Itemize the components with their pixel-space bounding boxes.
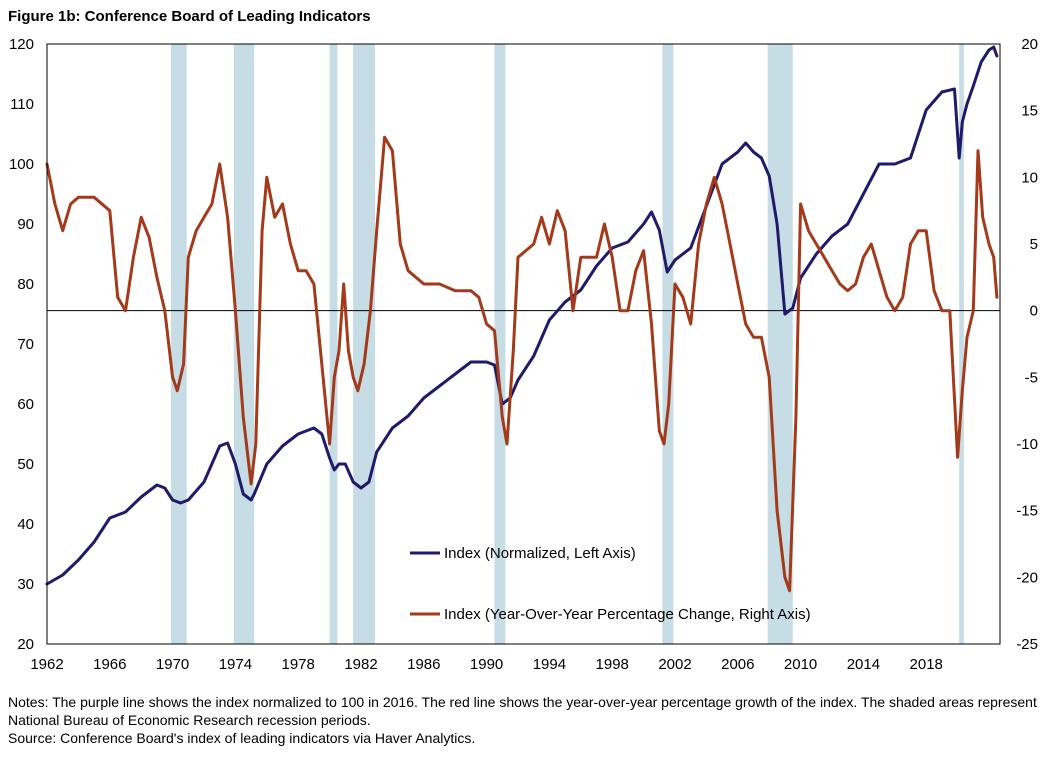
left-axis-ticks: 20 30 40 50 60 70 80 90 100 110 120: [9, 36, 34, 653]
right-axis-ticks: -25 -20 -15 -10 -5 0 5 10 15 20: [1016, 36, 1038, 653]
left-tick-label: 60: [17, 396, 34, 413]
x-tick-label: 2006: [721, 656, 754, 673]
left-tick-label: 80: [17, 276, 34, 293]
recession-bands: [171, 44, 964, 644]
yoy-line: [45, 135, 999, 593]
left-tick-label: 50: [17, 456, 34, 473]
legend-label: Index (Year-Over-Year Percentage Change,…: [444, 606, 811, 623]
right-tick-label: -5: [1025, 369, 1038, 386]
x-tick-label: 2002: [658, 656, 691, 673]
chart-title: Figure 1b: Conference Board of Leading I…: [8, 8, 371, 25]
recession-band: [353, 44, 376, 644]
left-tick-label: 20: [17, 636, 34, 653]
right-tick-label: -20: [1016, 569, 1038, 586]
left-tick-label: 70: [17, 336, 34, 353]
right-tick-label: 10: [1021, 169, 1038, 186]
right-tick-label: 20: [1021, 36, 1038, 53]
x-tick-label: 1998: [596, 656, 629, 673]
x-tick-label: 1990: [470, 656, 503, 673]
legend-label: Index (Normalized, Left Axis): [444, 545, 636, 562]
x-tick-label: 1994: [533, 656, 566, 673]
recession-band: [233, 44, 255, 644]
left-tick-label: 40: [17, 516, 34, 533]
recession-band: [767, 44, 793, 644]
x-tick-label: 1962: [30, 656, 63, 673]
left-tick-label: 30: [17, 576, 34, 593]
x-tick-label: 1986: [407, 656, 440, 673]
x-tick-label: 2014: [847, 656, 880, 673]
right-tick-label: -10: [1016, 436, 1038, 453]
x-tick-label: 2018: [910, 656, 943, 673]
x-tick-label: 1970: [156, 656, 189, 673]
x-tick-label: 1966: [93, 656, 126, 673]
left-tick-label: 120: [9, 36, 34, 53]
x-axis-ticks: 1962 1966 1970 1974 1978 1982 1986 1990 1994 1998…: [30, 656, 943, 673]
notes-block: Notes: The purple line shows the index n…: [8, 693, 1038, 747]
notes-text: Notes: The purple line shows the index n…: [8, 694, 1037, 728]
recession-band: [329, 44, 338, 644]
series-layer: [45, 45, 999, 593]
left-tick-label: 90: [17, 216, 34, 233]
right-tick-label: 15: [1021, 103, 1038, 120]
source-text: Source: Conference Board's index of lead…: [8, 730, 476, 746]
left-tick-label: 110: [10, 96, 34, 113]
plot-frame: [46, 43, 1001, 645]
right-tick-label: 0: [1030, 303, 1038, 320]
left-tick-label: 100: [9, 156, 34, 173]
x-tick-label: 2010: [784, 656, 817, 673]
right-tick-label: -25: [1016, 636, 1038, 653]
legend: Index (Normalized, Left Axis) Index (Year…: [410, 545, 811, 623]
x-tick-label: 1982: [344, 656, 377, 673]
recession-band: [959, 44, 964, 644]
x-tick-label: 1974: [219, 656, 252, 673]
x-tick-label: 1978: [282, 656, 315, 673]
right-tick-label: 5: [1030, 236, 1038, 253]
right-tick-label: -15: [1016, 503, 1038, 520]
recession-band: [171, 44, 187, 644]
index-line: [45, 45, 999, 586]
recession-band: [494, 44, 506, 644]
recession-band: [662, 44, 674, 644]
